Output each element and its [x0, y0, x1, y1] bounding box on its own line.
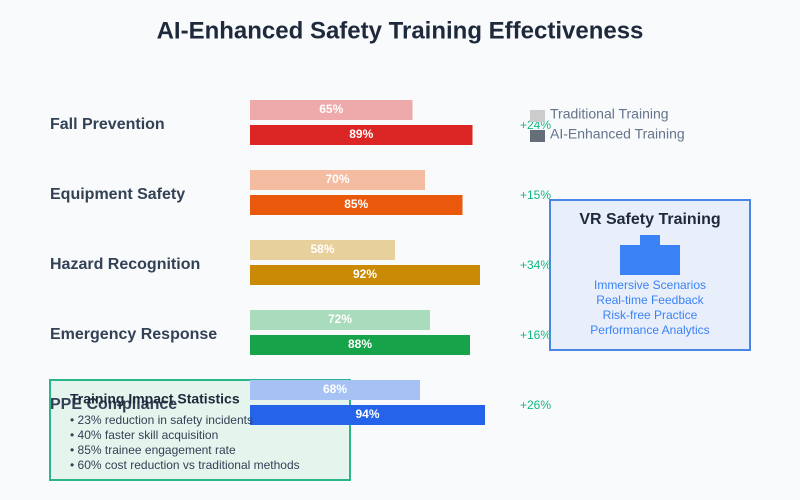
improvement-label: +26% — [520, 398, 551, 412]
legend-swatch — [530, 110, 545, 122]
value-label: 58% — [310, 242, 334, 256]
stats-item: • 60% cost reduction vs traditional meth… — [70, 458, 300, 472]
category-label: PPE Compliance — [50, 396, 177, 413]
stats-item: • 23% reduction in safety incidents — [70, 413, 253, 427]
legend-swatch — [530, 130, 545, 142]
bar — [250, 335, 470, 355]
legend-label: Traditional Training — [550, 106, 669, 122]
stats-item: • 40% faster skill acquisition — [70, 428, 218, 442]
category-label: Emergency Response — [50, 326, 217, 343]
bar — [250, 125, 473, 145]
category-label: Equipment Safety — [50, 186, 185, 203]
stats-item: • 85% trainee engagement rate — [70, 443, 236, 457]
stats-title: Training Impact Statistics — [70, 391, 240, 407]
vr-item: Immersive Scenarios — [594, 278, 706, 292]
value-label: 88% — [348, 337, 372, 351]
bar — [250, 240, 395, 260]
bar — [250, 170, 425, 190]
value-label: 65% — [319, 102, 343, 116]
vr-icon — [620, 245, 680, 275]
value-label: 72% — [328, 312, 352, 326]
value-label: 68% — [323, 382, 347, 396]
vr-item: Real-time Feedback — [596, 293, 704, 307]
improvement-label: +16% — [520, 328, 551, 342]
value-label: 85% — [344, 197, 368, 211]
legend-label: AI-Enhanced Training — [550, 126, 685, 142]
vr-title: VR Safety Training — [579, 211, 720, 228]
category-label: Fall Prevention — [50, 116, 165, 133]
value-label: 94% — [355, 407, 379, 421]
improvement-label: +34% — [520, 258, 551, 272]
vr-icon-top — [640, 235, 660, 245]
category-label: Hazard Recognition — [50, 256, 200, 273]
vr-item: Performance Analytics — [590, 323, 709, 337]
bar — [250, 265, 480, 285]
bar — [250, 100, 413, 120]
bar — [250, 195, 463, 215]
vr-item: Risk-free Practice — [603, 308, 698, 322]
value-label: 89% — [349, 127, 373, 141]
bar — [250, 310, 430, 330]
bar — [250, 380, 420, 400]
value-label: 70% — [325, 172, 349, 186]
bar — [250, 405, 485, 425]
improvement-label: +15% — [520, 188, 551, 202]
value-label: 92% — [353, 267, 377, 281]
chart-title: AI-Enhanced Safety Training Effectivenes… — [157, 17, 644, 44]
